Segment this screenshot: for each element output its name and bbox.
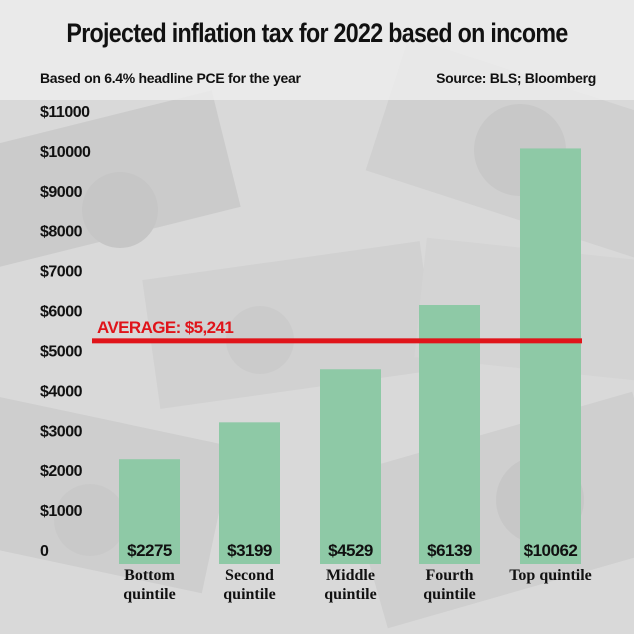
average-line (92, 338, 582, 344)
bar (419, 304, 480, 564)
bar (320, 369, 381, 564)
y-tick-label: $10000 (40, 144, 91, 161)
y-tick-label: $9000 (40, 184, 83, 201)
y-tick-label: $5000 (40, 343, 83, 360)
category-label: Bottom quintile (123, 567, 175, 603)
bar (219, 422, 280, 564)
y-tick-label: $6000 (40, 304, 83, 321)
y-tick-label: $11000 (40, 104, 90, 121)
category-label: Fourth quintile (423, 567, 475, 603)
category-label-line: quintile (223, 586, 275, 603)
bars (119, 148, 581, 564)
category-label-line: Bottom (124, 567, 175, 584)
bar (119, 459, 180, 564)
category-labels: Bottom quintile Second quintile Middle quinti… (123, 567, 592, 603)
category-label: Top quintile (509, 567, 592, 584)
category-label-line: Fourth (426, 567, 474, 584)
value-label: $10062 (524, 541, 578, 560)
y-tick-label: $1000 (40, 503, 83, 520)
y-tick-label: $8000 (40, 224, 83, 241)
chart-subtitle: Based on 6.4% headline PCE for the year (40, 70, 301, 86)
y-tick-label: $2000 (40, 463, 83, 480)
category-label: Second quintile (223, 567, 275, 603)
bar (520, 148, 581, 564)
category-label-line: quintile (324, 586, 376, 603)
category-label-line: Second (225, 567, 274, 584)
source-note: Source: BLS; Bloomberg (436, 70, 596, 86)
value-label: $6139 (427, 541, 472, 560)
value-label: $4529 (328, 541, 373, 560)
y-tick-label: $3000 (40, 423, 83, 440)
average-label: AVERAGE: $5,241 (97, 318, 233, 337)
y-axis-ticks: 0 $1000 $2000 $3000 $4000 $5000 $6000 $7000 $800… (40, 104, 91, 560)
category-label-line: Middle (326, 567, 375, 584)
value-label: $2275 (127, 541, 172, 560)
category-label-line: quintile (123, 586, 175, 603)
average-line-group: AVERAGE: $5,241 (92, 318, 582, 344)
y-tick-label: $7000 (40, 264, 83, 281)
y-tick-label: $4000 (40, 383, 83, 400)
category-label-line: quintile (423, 586, 475, 603)
y-tick-label: 0 (40, 543, 49, 560)
value-label: $3199 (227, 541, 272, 560)
category-label: Middle quintile (324, 567, 376, 603)
value-labels: $2275 $3199 $4529 $6139 $10062 (127, 541, 578, 560)
category-label-line: Top quintile (509, 567, 592, 584)
page-title: Projected inflation tax for 2022 based o… (66, 18, 568, 48)
